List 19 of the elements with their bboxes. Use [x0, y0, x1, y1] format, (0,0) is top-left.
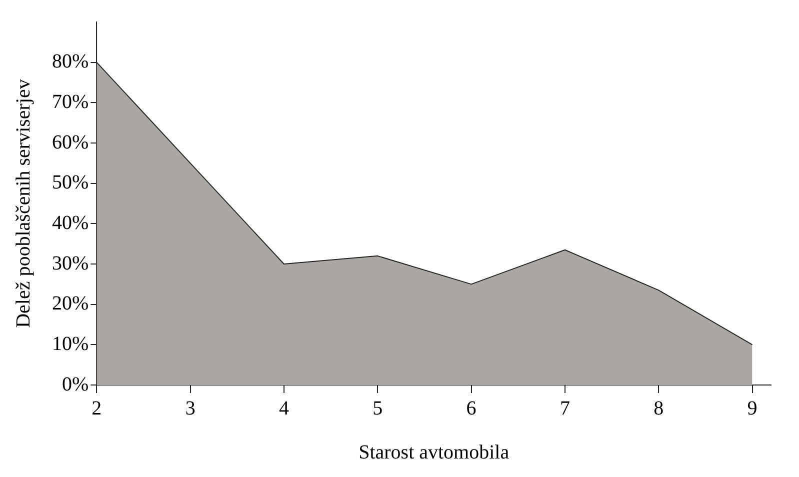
x-tick-label: 3	[185, 397, 196, 420]
x-tick-label: 4	[278, 397, 289, 420]
x-tick-label: 7	[560, 397, 570, 420]
y-tick-label: 70%	[52, 90, 89, 113]
x-tick-label: 5	[372, 397, 383, 420]
x-tick-label: 6	[466, 397, 476, 420]
y-tick-label: 20%	[52, 292, 89, 315]
y-tick-label: 10%	[52, 332, 89, 355]
x-axis-title: Starost avtomobila	[358, 441, 510, 464]
x-tick-label: 8	[654, 397, 664, 420]
y-tick-label: 50%	[52, 172, 89, 194]
y-tick-label: 60%	[52, 131, 89, 154]
y-tick-label: 0%	[62, 373, 89, 396]
x-tick-label: 9	[747, 397, 758, 420]
y-tick-label: 80%	[52, 50, 89, 73]
y-tick-label: 40%	[52, 212, 89, 234]
y-tick-label: 30%	[52, 252, 89, 274]
y-axis-title: Delež pooblaščenih serviserjev	[12, 79, 34, 328]
x-tick-label: 2	[92, 397, 102, 420]
